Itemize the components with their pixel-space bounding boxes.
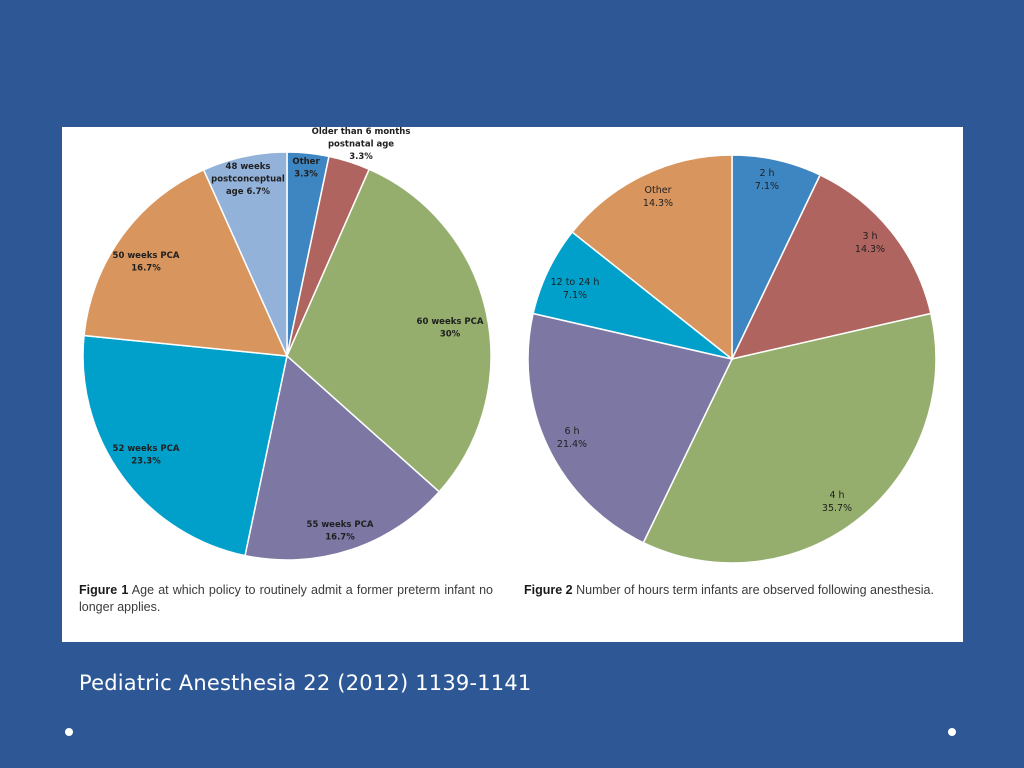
pie1-label-other: Other 3.3% bbox=[292, 157, 320, 180]
pie1-slice-50-weeks-pca bbox=[83, 168, 289, 357]
figure-1-label: Figure 1 bbox=[79, 583, 129, 597]
pie1-slice-55-weeks-pca bbox=[244, 354, 441, 561]
pie1-label-60-weeks-pca: 60 weeks PCA 30% bbox=[417, 317, 484, 340]
bullet-right bbox=[948, 728, 956, 736]
pie1-label-52-weeks-pca: 52 weeks PCA 23.3% bbox=[113, 444, 180, 467]
pie1-slice-52-weeks-pca bbox=[82, 334, 288, 557]
figure-panel: Other 3.3% Older than 6 months postnatal ag… bbox=[62, 127, 963, 642]
pie1-slice-48-weeks bbox=[202, 151, 288, 357]
pie2-slice-4-h bbox=[642, 312, 937, 564]
pie2-label-other: Other 14.3% bbox=[643, 185, 673, 209]
pie1-label-48-weeks: 48 weeks postconceptual age 6.7% bbox=[211, 162, 285, 197]
bullet-left bbox=[65, 728, 73, 736]
pie2-label-2-h: 2 h 7.1% bbox=[755, 168, 779, 192]
pie-chart-figure-2: 2 h 7.1% 3 h 14.3% 4 h 35.7% 6 h 21.4% 12 to 24 … bbox=[527, 154, 937, 564]
pie2-slice-6-h bbox=[527, 312, 734, 544]
pie2-label-3-h: 3 h 14.3% bbox=[855, 231, 885, 255]
pie2-label-6-h: 6 h 21.4% bbox=[557, 426, 587, 450]
figure-2-caption: Figure 2 Number of hours term infants ar… bbox=[524, 582, 938, 599]
figure-2-caption-text: Number of hours term infants are observe… bbox=[576, 583, 934, 597]
pie1-label-55-weeks-pca: 55 weeks PCA 16.7% bbox=[307, 520, 374, 543]
pie1-slice-60-weeks-pca bbox=[286, 168, 492, 493]
citation-text: Pediatric Anesthesia 22 (2012) 1139-1141 bbox=[79, 671, 532, 695]
figure-1-caption: Figure 1 Age at which policy to routinel… bbox=[79, 582, 493, 616]
pie-chart-figure-1: Other 3.3%Older than 6 months postnatal ag… bbox=[82, 127, 492, 561]
figure-1-caption-text: Age at which policy to routinely admit a… bbox=[79, 583, 493, 614]
pie1-label-50-weeks-pca: 50 weeks PCA 16.7% bbox=[113, 251, 180, 274]
figure-2-label: Figure 2 bbox=[524, 583, 573, 597]
pie1-label-older-than-6-months: Older than 6 months postnatal age 3.3% bbox=[312, 127, 411, 162]
pie2-label-4-h: 4 h 35.7% bbox=[822, 490, 852, 514]
pie2-slice-other bbox=[571, 154, 733, 361]
pie2-label-12-to-24-h: 12 to 24 h 7.1% bbox=[551, 277, 600, 301]
pie2-slice-3-h bbox=[730, 174, 932, 361]
